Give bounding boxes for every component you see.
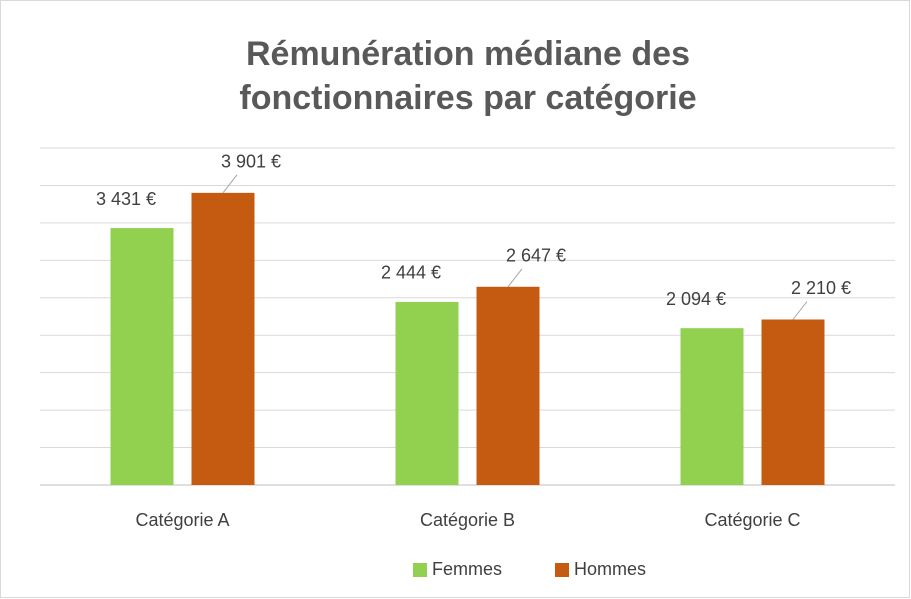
bar [761, 319, 825, 485]
bar [476, 286, 540, 485]
leader-line [222, 174, 238, 194]
chart-title: Rémunération médiane des fonctionnaires p… [239, 35, 696, 117]
legend-swatch [413, 563, 427, 577]
data-label: 2 647 € [506, 246, 566, 266]
leader-line [792, 301, 808, 320]
data-label: 2 094 € [666, 289, 726, 309]
data-label: 3 901 € [221, 152, 281, 172]
data-label: 3 431 € [96, 189, 156, 209]
bar [680, 328, 744, 485]
legend-label: Hommes [574, 559, 646, 579]
x-tick-label: Catégorie C [704, 510, 800, 530]
bar [110, 228, 174, 486]
title-line: Rémunération médiane des [246, 35, 690, 73]
bar [395, 301, 459, 485]
legend-swatch [555, 563, 569, 577]
legend-label: Femmes [432, 559, 502, 579]
leader-line [507, 268, 523, 288]
data-label: 2 210 € [791, 278, 851, 298]
x-tick-label: Catégorie B [420, 510, 515, 530]
x-tick-label: Catégorie A [135, 510, 229, 530]
data-label: 2 444 € [381, 263, 441, 283]
title-line: fonctionnaires par catégorie [239, 79, 696, 117]
bar [191, 192, 255, 485]
